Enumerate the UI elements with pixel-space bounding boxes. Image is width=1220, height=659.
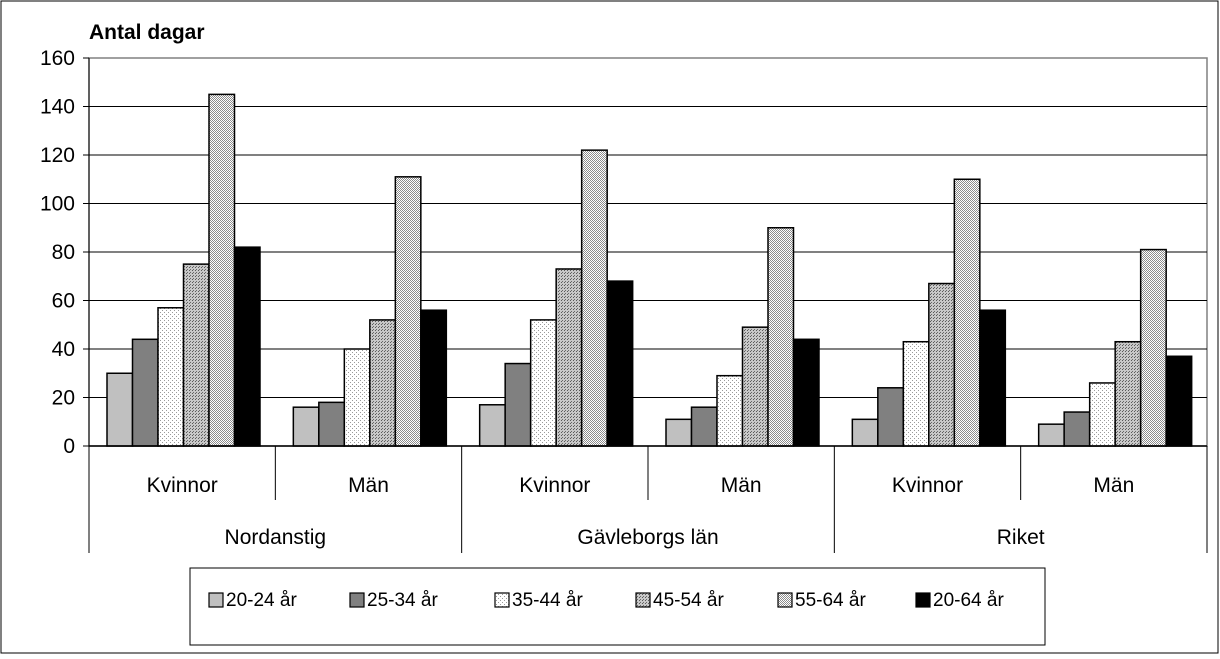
bar	[767, 227, 795, 447]
bar	[420, 309, 448, 447]
bar	[851, 418, 879, 447]
bar	[1165, 355, 1193, 447]
x-category-label: Kvinnor	[519, 474, 590, 497]
y-tick-label: 60	[52, 290, 75, 313]
x-group-label: Riket	[997, 526, 1045, 549]
legend-swatch	[349, 592, 365, 608]
bar	[792, 338, 820, 447]
y-tick-label: 160	[40, 47, 75, 70]
y-tick-labels: 0 20 40 60 80 100 120 140 160	[40, 47, 75, 458]
y-tick-label: 100	[40, 193, 75, 216]
legend-box	[189, 567, 1046, 646]
bar	[1114, 340, 1142, 447]
bar	[1139, 248, 1167, 447]
bar	[233, 246, 261, 447]
x-category-labels: Kvinnor Män Kvinnor Män Kvinnor Män Nordanstig…	[147, 474, 1135, 549]
x-category-label: Män	[721, 474, 762, 497]
bar	[292, 406, 320, 447]
legend: 20-24 år 25-34 år 35-44 år 45-54 år 55-64 år…	[208, 590, 1004, 611]
bar	[504, 362, 532, 447]
bar	[606, 280, 634, 447]
bar	[343, 348, 371, 447]
bar	[928, 282, 956, 447]
y-tick-label: 40	[52, 338, 75, 361]
legend-swatch	[915, 592, 931, 608]
bar	[665, 418, 693, 447]
bar	[902, 340, 930, 447]
bar	[741, 326, 769, 447]
y-tick-label: 20	[52, 387, 75, 410]
bar	[690, 406, 718, 447]
bar	[716, 374, 744, 447]
bar	[369, 319, 397, 447]
bar	[953, 178, 981, 447]
x-group-label: Nordanstig	[225, 526, 327, 549]
y-tick-label: 0	[63, 435, 75, 458]
bar	[1088, 382, 1116, 447]
legend-swatch	[777, 592, 793, 608]
bars	[106, 93, 1193, 447]
bar	[1063, 411, 1091, 447]
bar	[555, 268, 583, 447]
legend-swatch	[494, 592, 510, 608]
legend-label: 20-64 år	[933, 590, 1004, 611]
bar	[182, 263, 210, 447]
legend-label: 25-34 år	[367, 590, 438, 611]
legend-label: 20-24 år	[226, 590, 297, 611]
legend-swatch	[635, 592, 651, 608]
bar	[529, 319, 557, 447]
y-axis-label: Antal dagar	[89, 21, 205, 44]
bar	[157, 307, 185, 447]
legend-label: 35-44 år	[512, 590, 583, 611]
bar	[979, 309, 1007, 447]
x-category-label: Kvinnor	[892, 474, 963, 497]
axes	[83, 57, 1208, 553]
x-category-label: Män	[348, 474, 389, 497]
bar	[580, 149, 608, 447]
legend-label: 45-54 år	[653, 590, 724, 611]
y-tick-label: 120	[40, 144, 75, 167]
bar	[877, 387, 905, 447]
x-group-label: Gävleborgs län	[577, 526, 718, 549]
grid-lines	[89, 106, 1207, 398]
bar	[1037, 423, 1065, 447]
legend-label: 55-64 år	[795, 590, 866, 611]
bar	[131, 338, 159, 447]
bar	[318, 401, 346, 447]
y-tick-label: 140	[40, 96, 75, 119]
bar	[478, 404, 506, 447]
x-category-label: Kvinnor	[147, 474, 218, 497]
bar	[106, 372, 134, 447]
bar	[208, 93, 236, 447]
x-category-label: Män	[1093, 474, 1134, 497]
bar	[394, 176, 422, 447]
y-tick-label: 80	[52, 241, 75, 264]
legend-swatch	[208, 592, 224, 608]
